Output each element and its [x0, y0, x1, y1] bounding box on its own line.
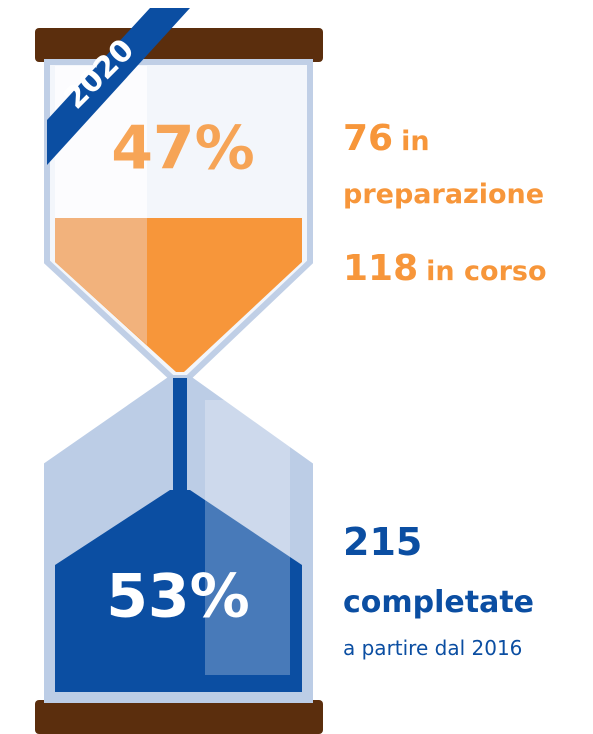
item-2: 118 in corso — [343, 248, 547, 289]
item-2-label: in corso — [426, 256, 546, 287]
bottom-note: a partire dal 2016 — [343, 636, 522, 660]
item-1: 76 in — [343, 118, 430, 159]
bottom-cap — [35, 700, 323, 734]
item-2-number: 118 — [343, 248, 418, 289]
bottom-glass-highlight — [205, 400, 290, 675]
bottom-number: 215 — [343, 520, 422, 564]
sand-stream — [173, 378, 187, 493]
item-1-label-2: preparazione — [343, 179, 544, 210]
item-1-label: in — [401, 126, 429, 157]
bottom-label: completate — [343, 585, 534, 620]
top-percent: 47% — [111, 114, 255, 184]
item-1-number: 76 — [343, 118, 393, 159]
top-sand-highlight — [55, 218, 147, 345]
bottom-sand — [55, 490, 302, 692]
top-cap — [35, 28, 323, 62]
ribbon — [47, 8, 190, 165]
bottom-percent: 53% — [106, 562, 250, 632]
